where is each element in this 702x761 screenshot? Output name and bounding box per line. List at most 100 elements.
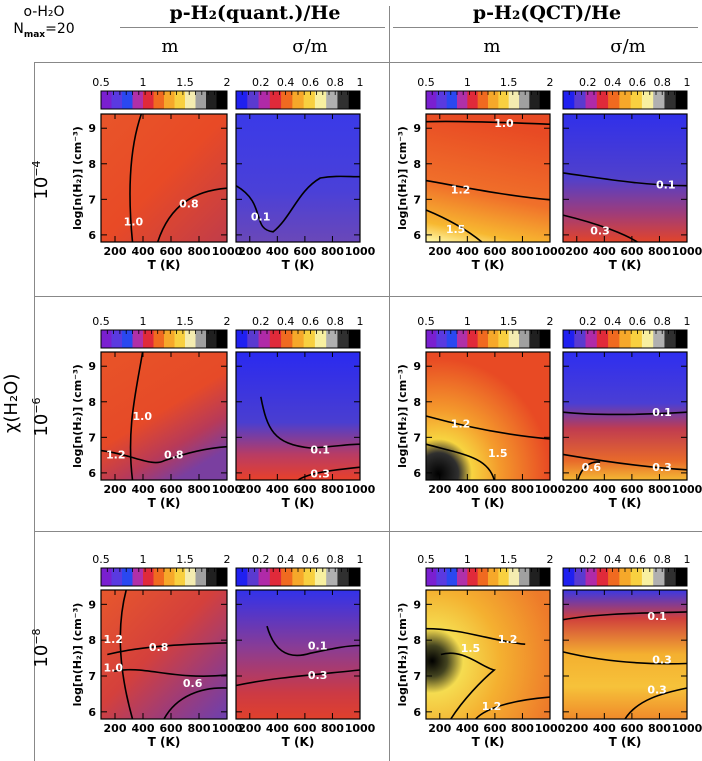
contour-label-1-3: 0.1 [652,406,672,419]
colorbar-cell-1-0 [216,330,228,348]
x-tick-label-0-2: 400 [456,245,479,258]
y-tick-label-2-0: 7 [88,670,96,683]
divider-row2 [34,531,702,532]
contour-label-1-0: 1.0 [133,410,153,423]
colorbar-label-1-3: 0.6 [629,315,647,328]
colorbar-cell-2-1 [258,568,271,586]
colorbar-cell-0-2 [457,91,468,109]
panel-frame-2-1 [235,589,361,720]
contour-label-0-0: 1.0 [124,216,144,229]
contour-line-1-0 [129,351,144,481]
colorbar-label-2-3: 1 [684,553,691,566]
colorbar-label-1-3: 0.2 [579,315,597,328]
colorbar-cell-0-2 [467,91,479,109]
x-tick-label-1-0: 200 [104,483,127,496]
x-axis-label-0-3: T (K) [609,258,642,272]
contour-label-2-2: 1.2 [498,633,518,646]
colorbar-cell-2-0 [216,568,228,586]
colorbar-cell-0-1 [247,91,260,109]
subheader-sigma-qct: σ/m [610,36,646,57]
x-tick-label-0-1: 600 [293,245,316,258]
contour-label-0-2: 1.0 [494,117,514,130]
x-tick-label-0-0: 1000 [212,245,243,258]
y-tick-label-0-0: 6 [88,229,96,242]
x-tick-label-1-0: 600 [160,483,183,496]
colorbar-cell-1-0 [164,330,175,348]
colorbar-cell-1-1 [314,330,327,348]
colorbar-cell-2-0 [185,568,196,586]
contour-label-2-0: 0.8 [149,641,169,654]
colorbar-cell-2-0 [195,568,207,586]
x-tick-label-2-2: 200 [428,722,451,735]
colorbar-label-0-1: 1 [357,76,364,89]
colorbar-cell-1-3 [596,330,609,348]
colorbar-label-1-2: 1.5 [500,315,518,328]
colorbar-cell-1-0 [132,330,144,348]
colorbar-label-0-2: 1 [464,76,471,89]
colorbar-label-1-0: 0.5 [92,315,110,328]
divider-center [389,6,390,761]
x-tick-label-1-0: 800 [188,483,211,496]
colorbar-cell-0-2 [529,91,541,109]
panel-frame-0-3 [562,113,688,243]
colorbar-cell-2-2 [488,568,499,586]
x-axis-label-0-1: T (K) [282,258,315,272]
x-tick-label-0-1: 200 [238,245,261,258]
colorbar-label-0-3: 0.8 [653,76,671,89]
colorbar-label-0-3: 1 [684,76,691,89]
colorbar-cell-2-3 [574,568,587,586]
colorbar-cell-2-2 [477,568,489,586]
contour-line-1-2 [425,415,551,440]
x-tick-label-0-0: 600 [160,245,183,258]
colorbar-cell-1-1 [236,330,248,348]
colorbar-cell-0-1 [326,91,338,109]
contour-line-2-0 [107,642,228,656]
x-tick-label-0-3: 800 [648,245,671,258]
contour-line-2-0 [163,687,228,720]
colorbar-cell-0-3 [574,91,587,109]
colorbar-cell-2-0 [206,568,217,586]
colorbar-cell-0-3 [608,91,620,109]
colorbar-cell-0-0 [111,91,123,109]
contour-label-2-3: 0.3 [647,683,667,696]
y-tick-label-1-0: 9 [88,360,96,373]
colorbar-label-2-2: 1.5 [500,553,518,566]
colorbar-label-1-1: 0.4 [277,315,295,328]
panel-frame-0-1 [235,113,361,243]
colorbar-label-0-0: 1 [140,76,147,89]
x-tick-label-2-1: 400 [266,722,289,735]
y-tick-label-1-2: 8 [413,396,421,409]
x-axis-label-1-2: T (K) [472,496,505,510]
x-tick-label-2-1: 800 [321,722,344,735]
colorbar-cell-0-3 [585,91,598,109]
colorbar-cell-2-0 [122,568,133,586]
x-tick-label-2-0: 600 [160,722,183,735]
colorbar-label-1-1: 0.2 [252,315,270,328]
y-axis-label-0-0: log[n(H₂)] (cm⁻³) [71,126,84,230]
divider-left [34,62,35,761]
colorbar-cell-0-3 [563,91,575,109]
contour-line-1-1 [297,466,361,481]
contour-label-1-2: 1.5 [488,447,508,460]
panel-frame-1-3 [562,351,688,481]
x-tick-label-2-2: 1000 [535,722,566,735]
x-tick-label-2-2: 600 [483,722,506,735]
contour-line-1-3 [577,461,601,481]
colorbar-cell-0-2 [498,91,510,109]
colorbar-label-1-3: 1 [684,315,691,328]
colorbar-cell-2-1 [236,568,248,586]
x-tick-label-1-3: 600 [620,483,643,496]
colorbar-cell-1-1 [281,330,293,348]
contour-line-1-3 [562,411,688,416]
colorbar-cell-2-2 [467,568,479,586]
y-tick-label-1-2: 7 [413,431,421,444]
x-tick-label-0-1: 1000 [345,245,376,258]
colorbar-cell-2-1 [337,568,350,586]
divider-top [34,62,702,63]
colorbar-cell-1-1 [326,330,338,348]
colorbar-cell-1-2 [498,330,510,348]
colorbar-cell-0-1 [337,91,350,109]
contour-line-1-2 [425,443,495,481]
colorbar-cell-0-0 [122,91,133,109]
colorbar-label-0-2: 1.5 [500,76,518,89]
